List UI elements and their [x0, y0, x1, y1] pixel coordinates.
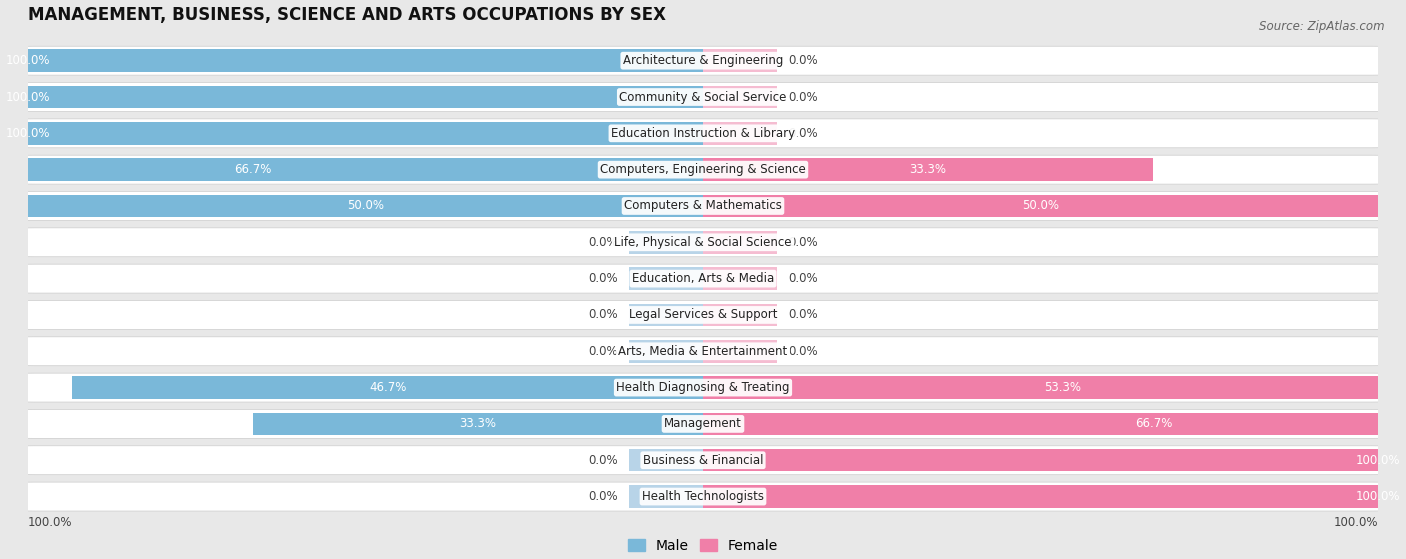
Bar [703, 304, 778, 326]
Text: 33.3%: 33.3% [460, 418, 496, 430]
Bar [0, 122, 703, 145]
Text: 100.0%: 100.0% [1355, 454, 1400, 467]
Text: 33.3%: 33.3% [910, 163, 946, 176]
FancyBboxPatch shape [24, 155, 1382, 184]
Text: 100.0%: 100.0% [6, 127, 51, 140]
Text: 0.0%: 0.0% [588, 454, 617, 467]
Text: 53.3%: 53.3% [1045, 381, 1081, 394]
Text: Business & Financial: Business & Financial [643, 454, 763, 467]
Text: 100.0%: 100.0% [6, 91, 51, 103]
Bar [703, 376, 1406, 399]
FancyBboxPatch shape [24, 46, 1382, 75]
Bar [628, 340, 703, 363]
FancyBboxPatch shape [24, 228, 1382, 257]
Text: 0.0%: 0.0% [789, 54, 818, 67]
Text: Legal Services & Support: Legal Services & Support [628, 309, 778, 321]
Text: 50.0%: 50.0% [1022, 200, 1059, 212]
Text: Computers & Mathematics: Computers & Mathematics [624, 200, 782, 212]
Text: Management: Management [664, 418, 742, 430]
Bar [0, 49, 703, 72]
Text: 0.0%: 0.0% [789, 272, 818, 285]
Bar [628, 485, 703, 508]
Bar [703, 449, 1406, 471]
Bar [72, 376, 703, 399]
Text: 0.0%: 0.0% [789, 309, 818, 321]
Bar [703, 485, 1406, 508]
Text: 0.0%: 0.0% [588, 272, 617, 285]
Text: 100.0%: 100.0% [1334, 516, 1378, 529]
Text: 100.0%: 100.0% [1355, 490, 1400, 503]
Text: MANAGEMENT, BUSINESS, SCIENCE AND ARTS OCCUPATIONS BY SEX: MANAGEMENT, BUSINESS, SCIENCE AND ARTS O… [28, 6, 666, 23]
Bar [703, 413, 1406, 435]
Text: 0.0%: 0.0% [588, 490, 617, 503]
Text: Computers, Engineering & Science: Computers, Engineering & Science [600, 163, 806, 176]
Text: 66.7%: 66.7% [233, 163, 271, 176]
Text: Source: ZipAtlas.com: Source: ZipAtlas.com [1260, 20, 1385, 32]
Bar [0, 86, 703, 108]
Text: Health Diagnosing & Treating: Health Diagnosing & Treating [616, 381, 790, 394]
Text: Life, Physical & Social Science: Life, Physical & Social Science [614, 236, 792, 249]
Bar [253, 413, 703, 435]
Bar [628, 304, 703, 326]
Text: 0.0%: 0.0% [789, 236, 818, 249]
Bar [628, 449, 703, 471]
FancyBboxPatch shape [24, 409, 1382, 438]
Text: Community & Social Service: Community & Social Service [619, 91, 787, 103]
Text: 0.0%: 0.0% [588, 309, 617, 321]
Text: 66.7%: 66.7% [1135, 418, 1173, 430]
Bar [703, 195, 1378, 217]
FancyBboxPatch shape [24, 264, 1382, 293]
Text: 0.0%: 0.0% [789, 91, 818, 103]
Bar [703, 49, 778, 72]
FancyBboxPatch shape [24, 446, 1382, 475]
FancyBboxPatch shape [24, 482, 1382, 511]
Text: 0.0%: 0.0% [789, 127, 818, 140]
Text: Education, Arts & Media: Education, Arts & Media [631, 272, 775, 285]
FancyBboxPatch shape [24, 119, 1382, 148]
Text: 0.0%: 0.0% [588, 345, 617, 358]
Text: 46.7%: 46.7% [368, 381, 406, 394]
Bar [703, 267, 778, 290]
Text: Architecture & Engineering: Architecture & Engineering [623, 54, 783, 67]
Bar [28, 195, 703, 217]
FancyBboxPatch shape [24, 192, 1382, 220]
FancyBboxPatch shape [24, 301, 1382, 329]
Bar [703, 231, 778, 254]
Legend: Male, Female: Male, Female [623, 533, 783, 558]
Text: 0.0%: 0.0% [789, 345, 818, 358]
Bar [628, 231, 703, 254]
Text: 0.0%: 0.0% [588, 236, 617, 249]
Bar [703, 158, 1153, 181]
FancyBboxPatch shape [24, 337, 1382, 366]
Bar [0, 158, 703, 181]
Text: Health Technologists: Health Technologists [643, 490, 763, 503]
Text: 100.0%: 100.0% [28, 516, 72, 529]
Text: Arts, Media & Entertainment: Arts, Media & Entertainment [619, 345, 787, 358]
Text: 100.0%: 100.0% [6, 54, 51, 67]
FancyBboxPatch shape [24, 373, 1382, 402]
Bar [703, 340, 778, 363]
Bar [703, 122, 778, 145]
Bar [703, 86, 778, 108]
Text: 50.0%: 50.0% [347, 200, 384, 212]
FancyBboxPatch shape [24, 83, 1382, 111]
Text: Education Instruction & Library: Education Instruction & Library [612, 127, 794, 140]
Bar [628, 267, 703, 290]
